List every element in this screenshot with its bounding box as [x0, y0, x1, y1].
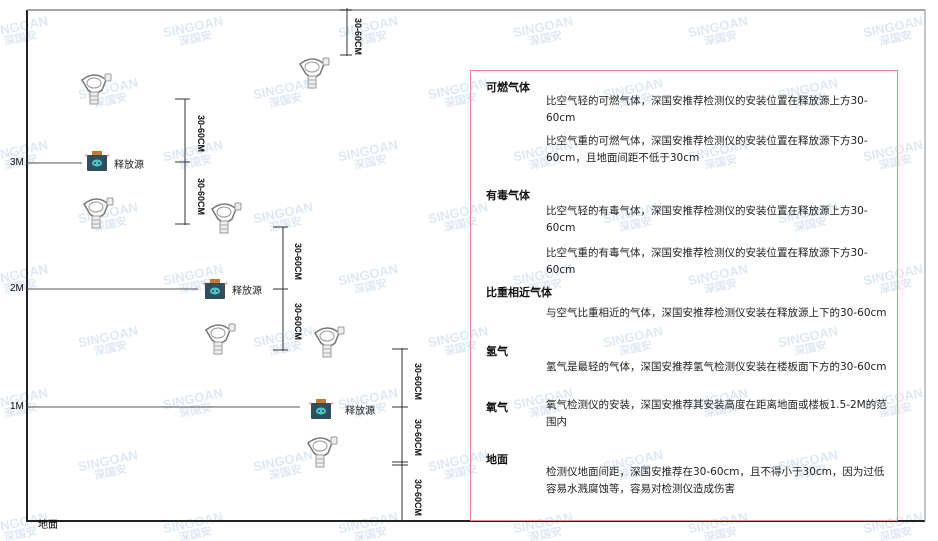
dimension-label: 30-60CM	[413, 419, 423, 457]
gas-source-icon: + +	[308, 398, 334, 420]
dimension-label: 30-60CM	[196, 178, 206, 216]
section-text: 比空气轻的有毒气体，深国安推荐检测仪的安装位置在释放源上方30-60cm	[546, 205, 868, 234]
level-label-1m: 1M	[10, 401, 24, 412]
section-text: 比空气重的可燃气体，深国安推荐检测仪的安装位置在释放源下方30-60cm，且地面…	[546, 135, 868, 164]
gas-detector-icon	[311, 325, 345, 359]
dimension-label: 30-60CM	[293, 303, 303, 341]
svg-text:+: +	[202, 281, 206, 287]
source-label: 释放源	[345, 406, 375, 417]
gas-detector-icon	[296, 56, 330, 90]
section-heading: 地面	[486, 453, 508, 466]
dimension-label: 30-60CM	[353, 18, 363, 56]
source-label: 释放源	[114, 160, 144, 171]
level-label-2m: 2M	[10, 283, 24, 294]
dimension-label: 30-60CM	[413, 479, 423, 517]
svg-text:+: +	[224, 281, 228, 287]
section-text: 检测仪地面间距，深国安推荐在30-60cm，且不得小于30cm，因为过低容易水溅…	[546, 466, 885, 495]
gas-detector-icon	[80, 196, 114, 230]
svg-text:+: +	[330, 401, 334, 407]
ground-label: 地面	[38, 520, 58, 531]
svg-text:+: +	[84, 153, 88, 159]
level-label-3m: 3M	[10, 157, 24, 168]
section-heading: 氧气	[486, 401, 508, 414]
gas-detector-icon	[202, 322, 236, 356]
section-text: 氧气检测仪的安装，深国安推荐其安装高度在距离地面或楼板1.5-2M的范围内	[546, 399, 887, 428]
gas-source-icon: + +	[202, 278, 228, 300]
gas-detector-icon	[78, 72, 112, 106]
gas-detector-icon	[304, 435, 338, 469]
dimension-label: 30-60CM	[196, 115, 206, 153]
section-heading: 可燃气体	[486, 81, 530, 94]
dimension-label: 30-60CM	[413, 363, 423, 401]
dimension-label: 30-60CM	[293, 243, 303, 281]
gas-detector-icon	[208, 201, 242, 235]
recommendation-panel: 可燃气体 比空气轻的可燃气体，深国安推荐检测仪的安装位置在释放源上方30-60c…	[470, 70, 898, 521]
section-heading: 氢气	[486, 345, 508, 358]
section-text: 氢气是最轻的气体，深国安推荐氢气检测仪安装在楼板面下方的30-60cm	[546, 361, 887, 373]
section-text: 与空气比重相近的气体，深国安推荐检测仪安装在释放源上下的30-60cm	[546, 307, 887, 319]
section-text: 比空气轻的可燃气体，深国安推荐检测仪的安装位置在释放源上方30-60cm	[546, 95, 868, 124]
dimension-lines	[175, 8, 408, 522]
section-text: 比空气重的有毒气体，深国安推荐检测仪的安装位置在释放源下方30-60cm	[546, 247, 868, 276]
svg-text:+: +	[106, 153, 110, 159]
gas-source-icon: + +	[84, 150, 110, 172]
section-heading: 比重相近气体	[486, 286, 552, 299]
section-heading: 有毒气体	[486, 189, 530, 202]
source-label: 释放源	[232, 286, 262, 297]
svg-text:+: +	[308, 401, 312, 407]
